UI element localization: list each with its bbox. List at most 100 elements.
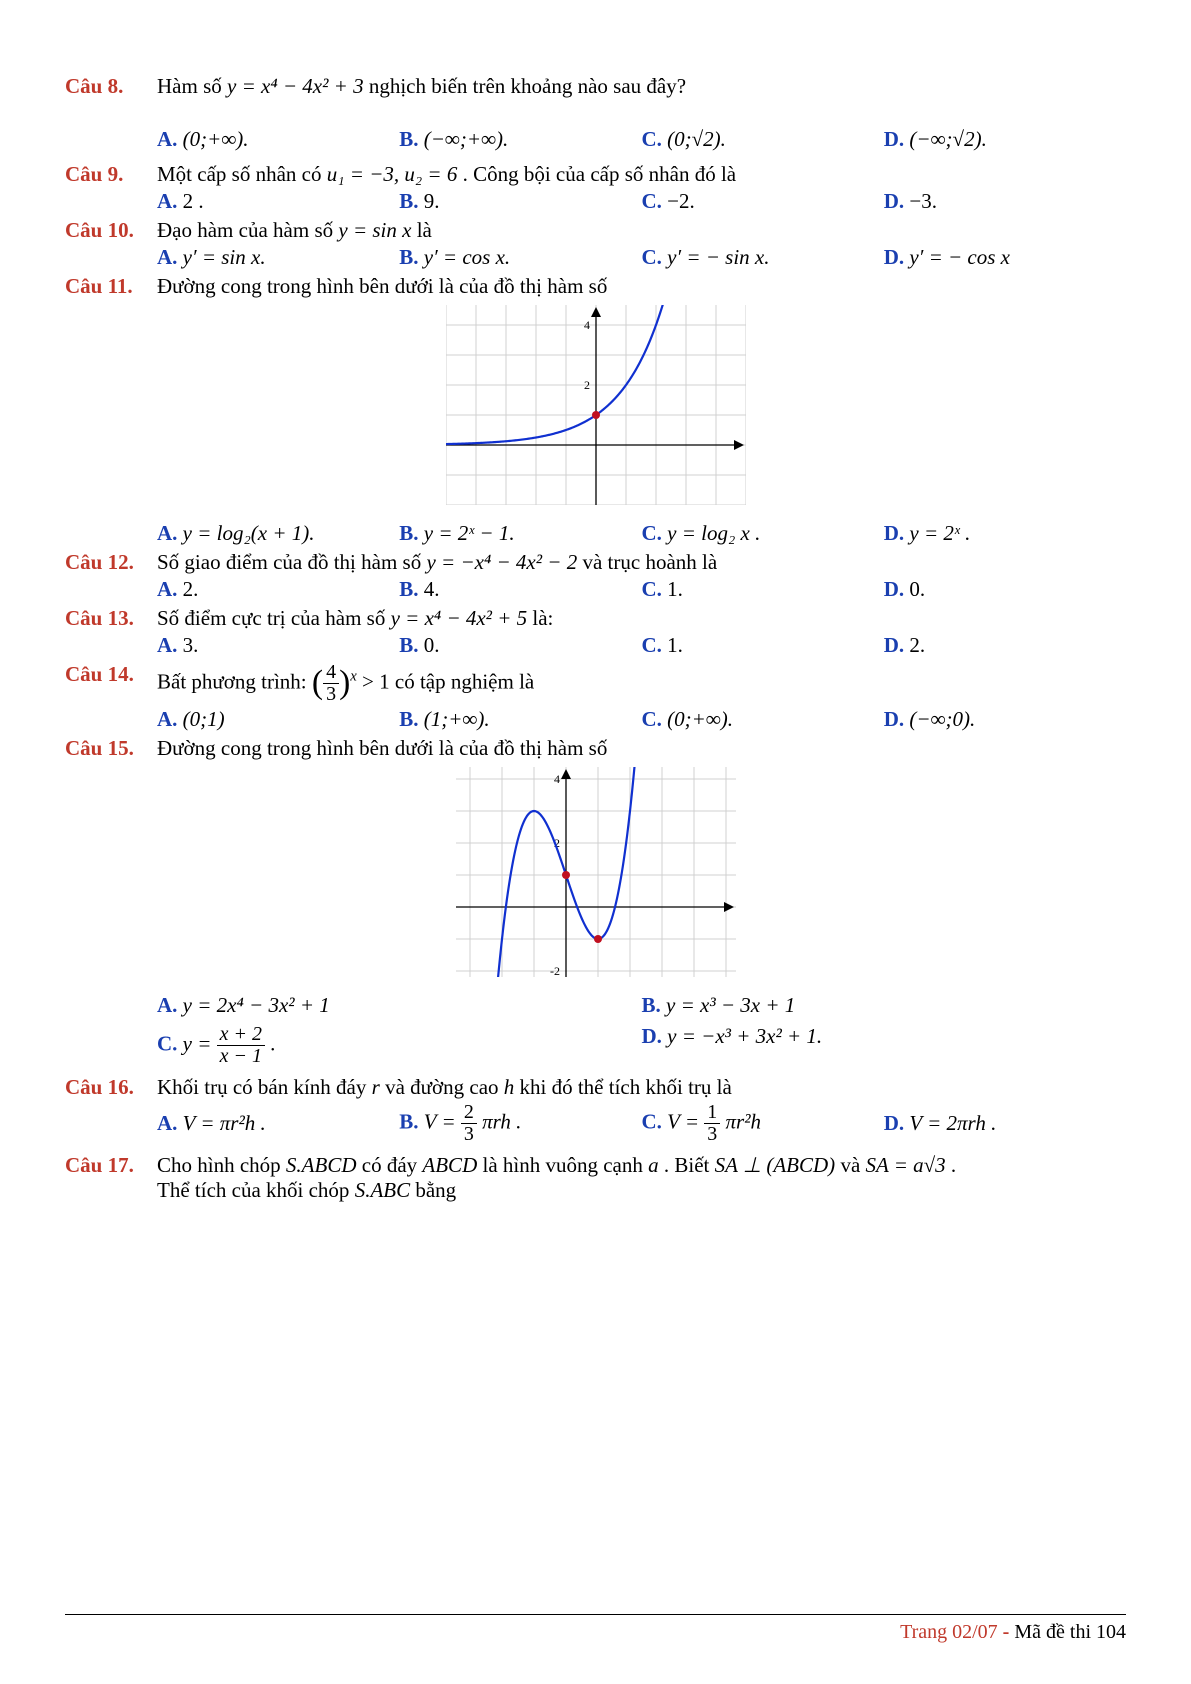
opt-label-a: A. <box>157 127 177 151</box>
question-8: Câu 8. Hàm số y = x⁴ − 4x² + 3 nghịch bi… <box>65 74 1126 99</box>
q16-d: V = 2πrh . <box>909 1111 996 1135</box>
question-label: Câu 13. <box>65 606 157 631</box>
q15-options-row1: A. y = 2x⁴ − 3x² + 1 B. y = x³ − 3x + 1 <box>157 993 1126 1018</box>
q13-opt-b: B. 0. <box>399 633 641 658</box>
opt-label-c: C. <box>642 189 662 213</box>
q8-opt-a: A. (0;+∞). <box>157 127 399 152</box>
opt-label-d: D. <box>884 1111 904 1135</box>
question-body: Một cấp số nhân có u₁ = −3, u₂ = 6 . Côn… <box>157 162 1126 187</box>
opt-label-d: D. <box>884 707 904 731</box>
question-body: Đường cong trong hình bên dưới là của đồ… <box>157 274 1126 299</box>
q17-l1b: có đáy <box>357 1153 423 1177</box>
q13-text2: là: <box>527 606 553 630</box>
opt-label-b: B. <box>399 577 418 601</box>
opt-label-b: B. <box>399 189 418 213</box>
q17-sabc: S.ABC <box>355 1178 410 1202</box>
q17-perp: SA ⊥ (ABCD) <box>715 1153 836 1177</box>
q16-b-den: 3 <box>461 1124 477 1145</box>
q10-options: A. y′ = sin x. B. y′ = cos x. C. y′ = − … <box>157 245 1126 270</box>
q10-a: y′ = sin x. <box>183 245 266 269</box>
question-body: Khối trụ có bán kính đáy r và đường cao … <box>157 1075 1126 1100</box>
question-label: Câu 11. <box>65 274 157 299</box>
q8-text1: Hàm số <box>157 74 227 98</box>
q17-abcd: ABCD <box>422 1153 477 1177</box>
question-body: Cho hình chóp S.ABCD có đáy ABCD là hình… <box>157 1153 1126 1203</box>
question-16: Câu 16. Khối trụ có bán kính đáy r và đư… <box>65 1075 1126 1100</box>
q14-num: 4 <box>323 662 339 684</box>
opt-label-a: A. <box>157 577 177 601</box>
q15-opt-b: B. y = x³ − 3x + 1 <box>642 993 1127 1018</box>
q15-c-num: x + 2 <box>217 1024 265 1046</box>
q9-opt-d: D. −3. <box>884 189 1126 214</box>
q14-options: A. (0;1) B. (1;+∞). C. (0;+∞). D. (−∞;0)… <box>157 707 1126 732</box>
question-11: Câu 11. Đường cong trong hình bên dưới l… <box>65 274 1126 299</box>
q10-opt-c: C. y′ = − sin x. <box>642 245 884 270</box>
page-footer: Trang 02/07 - Mã đề thi 104 <box>65 1614 1126 1644</box>
q10-d: y′ = − cos x <box>909 245 1010 269</box>
q17-l1c: là hình vuông cạnh <box>477 1153 648 1177</box>
opt-label-c: C. <box>642 633 662 657</box>
q11-opt-b: B. y = 2ˣ − 1. <box>399 521 641 546</box>
q8-options: A. (0;+∞). B. (−∞;+∞). C. (0;√2). D. (−∞… <box>157 127 1126 152</box>
q8-text2: nghịch biến trên khoảng nào sau đây? <box>364 74 687 98</box>
question-10: Câu 10. Đạo hàm của hàm số y = sin x là <box>65 218 1126 243</box>
question-body: Đạo hàm của hàm số y = sin x là <box>157 218 1126 243</box>
question-label: Câu 10. <box>65 218 157 243</box>
q17-sabcd: S.ABCD <box>286 1153 357 1177</box>
q12-opt-b: B. 4. <box>399 577 641 602</box>
q9-c: −2. <box>667 189 695 213</box>
q9-b: 9. <box>424 189 440 213</box>
q11-options: A. y = log₂(x + 1). B. y = 2ˣ − 1. C. y … <box>157 521 1126 546</box>
q10-c: y′ = − sin x. <box>667 245 769 269</box>
opt-label-d: D. <box>884 189 904 213</box>
q15-opt-c: C. y = x + 2x − 1 . <box>157 1024 642 1067</box>
q17-l1f: . <box>946 1153 957 1177</box>
opt-label-a: A. <box>157 993 177 1017</box>
question-13: Câu 13. Số điểm cực trị của hàm số y = x… <box>65 606 1126 631</box>
q10-expr: y = sin x <box>338 218 411 242</box>
q14-frac: 43 <box>323 662 339 705</box>
q12-text2: và trục hoành là <box>577 550 717 574</box>
q14-opt-d: D. (−∞;0). <box>884 707 1126 732</box>
opt-label-c: C. <box>642 577 662 601</box>
q10-b: y′ = cos x. <box>424 245 510 269</box>
q17-l1d: . Biết <box>659 1153 715 1177</box>
question-12: Câu 12. Số giao điểm của đồ thị hàm số y… <box>65 550 1126 575</box>
opt-label-a: A. <box>157 1111 177 1135</box>
question-body: Bất phương trình: (43)x > 1 có tập nghiệ… <box>157 662 1126 705</box>
q15-graph: 42-2 <box>65 767 1126 983</box>
q9-text1: Một cấp số nhân có <box>157 162 327 186</box>
q11-opt-d: D. y = 2ˣ . <box>884 521 1126 546</box>
q14-d: (−∞;0). <box>909 707 975 731</box>
q14-opt-b: B. (1;+∞). <box>399 707 641 732</box>
question-label: Câu 12. <box>65 550 157 575</box>
q13-opt-a: A. 3. <box>157 633 399 658</box>
opt-label-c: C. <box>642 707 662 731</box>
q16-b-pre: V = <box>424 1109 461 1133</box>
q13-d: 2. <box>909 633 925 657</box>
question-label: Câu 15. <box>65 736 157 761</box>
q10-opt-a: A. y′ = sin x. <box>157 245 399 270</box>
q13-options: A. 3. B. 0. C. 1. D. 2. <box>157 633 1126 658</box>
question-15: Câu 15. Đường cong trong hình bên dưới l… <box>65 736 1126 761</box>
q11-b: y = 2ˣ − 1. <box>424 521 515 545</box>
question-14: Câu 14. Bất phương trình: (43)x > 1 có t… <box>65 662 1126 705</box>
question-label: Câu 8. <box>65 74 157 99</box>
question-body: Số giao điểm của đồ thị hàm số y = −x⁴ −… <box>157 550 1126 575</box>
q9-expr: u₁ = −3, u₂ = 6 <box>327 162 458 186</box>
q13-expr: y = x⁴ − 4x² + 5 <box>391 606 528 630</box>
q11-a: y = log₂(x + 1). <box>183 521 315 545</box>
opt-label-b: B. <box>399 245 418 269</box>
opt-label-c: C. <box>642 521 662 545</box>
q16-b-frac: 23 <box>461 1102 477 1145</box>
opt-label-c: C. <box>642 245 662 269</box>
q13-text1: Số điểm cực trị của hàm số <box>157 606 391 630</box>
q16-opt-a: A. V = πr²h . <box>157 1111 399 1136</box>
q12-c: 1. <box>667 577 683 601</box>
q13-a: 3. <box>183 633 199 657</box>
question-body: Đường cong trong hình bên dưới là của đồ… <box>157 736 1126 761</box>
q15-c-pre: y = <box>183 1031 217 1055</box>
q17-sa: SA = a√3 <box>866 1153 946 1177</box>
q11-c: y = log₂ x . <box>667 521 760 545</box>
q14-text1: Bất phương trình: <box>157 669 312 693</box>
